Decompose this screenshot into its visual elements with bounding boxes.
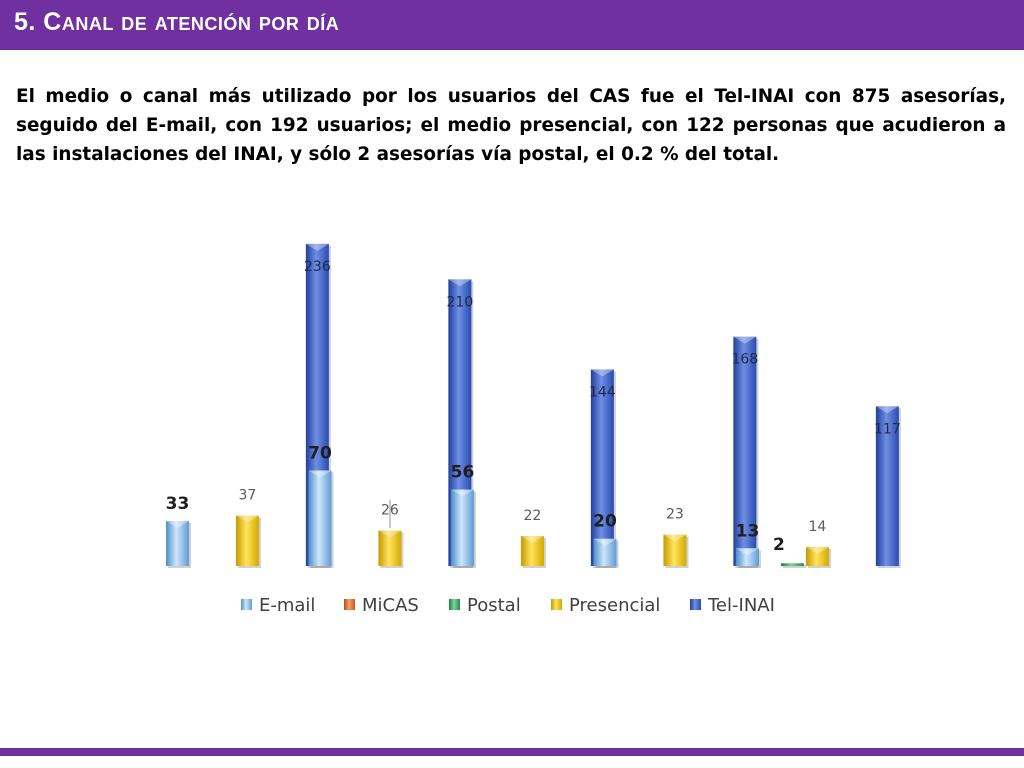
legend-label-postal: Postal — [467, 595, 521, 616]
data-label-e-mail-3: 56 — [451, 463, 475, 483]
data-label-tel-inai-3: 144 — [589, 384, 616, 400]
chart-legend: E-mail MiCAS Postal Presencial Tel-INAI — [241, 595, 775, 616]
bar-e-mail-4 — [593, 538, 619, 568]
bar-tel-inai-3 — [590, 369, 616, 568]
data-label-presencial-3: 22 — [524, 508, 542, 524]
summary-paragraph: El medio o canal más utilizado por los u… — [16, 86, 1006, 165]
data-label-e-mail-4: 20 — [593, 512, 617, 532]
data-label-presencial-4: 23 — [666, 507, 684, 523]
page-title: 5. Canal de atención por día — [14, 8, 340, 36]
legend-item-postal: Postal — [449, 595, 521, 616]
bar-presencial-1 — [235, 515, 261, 568]
data-label-presencial-5: 14 — [809, 519, 827, 535]
data-label-e-mail-1: 33 — [166, 494, 190, 514]
header-bar — [0, 0, 1024, 50]
bar-postal-5 — [780, 563, 806, 568]
bar-e-mail-1 — [166, 520, 191, 568]
data-label-tel-inai-4: 168 — [732, 352, 759, 368]
legend-item-tel-inai: Tel-INAI — [690, 595, 775, 616]
bar-presencial-5 — [805, 546, 831, 568]
legend-label-tel-inai: Tel-INAI — [707, 595, 775, 616]
legend-swatch-tel-inai — [690, 599, 701, 610]
footer-bar — [0, 748, 1024, 756]
data-label-tel-inai-1: 236 — [304, 259, 331, 275]
bars-layer — [166, 243, 901, 569]
data-label-e-mail-5: 13 — [736, 521, 760, 541]
bar-tel-inai-4 — [733, 336, 759, 568]
legend-label-micas: MiCAS — [362, 595, 419, 616]
legend-swatch-presencial — [551, 599, 562, 610]
data-label-tel-inai-5: 117 — [874, 421, 901, 437]
data-label-presencial-1: 37 — [239, 487, 257, 503]
bar-presencial-2 — [378, 530, 404, 568]
bar-e-mail-2 — [308, 470, 334, 568]
legend-item-e-mail: E-mail — [241, 595, 315, 616]
data-label-e-mail-2: 70 — [308, 443, 332, 463]
legend-swatch-micas — [344, 599, 355, 610]
legend-swatch-e-mail — [241, 599, 252, 610]
legend-item-micas: MiCAS — [344, 595, 419, 616]
data-label-postal-5: 2 — [773, 535, 785, 555]
legend-item-presencial: Presencial — [551, 595, 660, 616]
bar-presencial-3 — [520, 535, 546, 568]
legend-swatch-postal — [449, 599, 460, 610]
bar-tel-inai-5 — [875, 406, 901, 568]
bar-e-mail-3 — [451, 489, 476, 568]
bar-presencial-4 — [663, 534, 689, 568]
legend-label-presencial: Presencial — [569, 595, 660, 616]
data-label-tel-inai-2: 210 — [447, 294, 474, 310]
legend-label-e-mail: E-mail — [259, 595, 315, 616]
bar-e-mail-5 — [736, 548, 761, 568]
